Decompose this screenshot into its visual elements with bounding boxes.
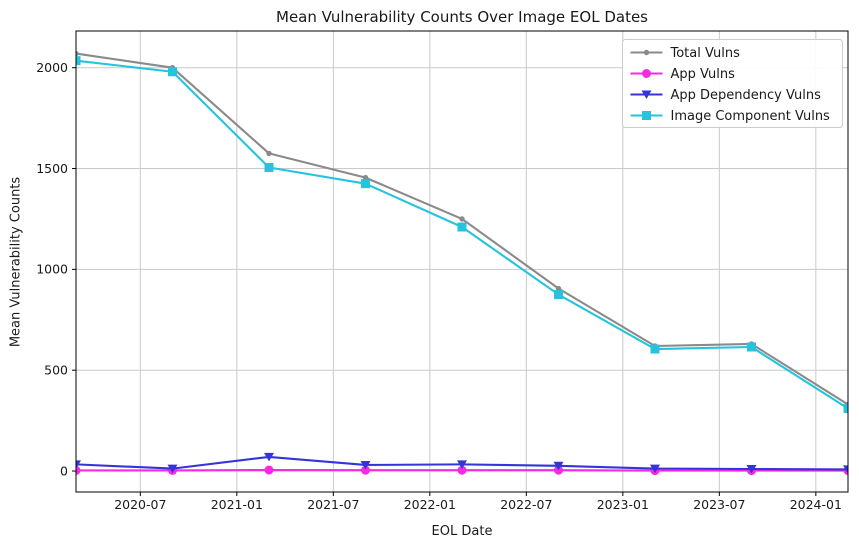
marker-circle-icon-legend-app-vulns [642,69,651,78]
marker-triangle-down-icon-legend-app-dependency-vulns [641,90,652,99]
y-tick-label: 1000 [36,262,68,277]
x-tick-label: 2023-01 [597,497,649,512]
marker-dot-icon-total-vulns [76,50,79,57]
y-tick-label: 2000 [36,60,68,75]
legend: Total Vulns App Vulns App Dependency Vulns… [622,39,843,128]
marker-triangle-down-icon-app-dependency-vulns [650,464,660,474]
x-tick-label: 2024-01 [790,497,842,512]
y-tick-label: 1500 [36,161,68,176]
marker-dot-icon-total-vulns [459,216,465,222]
series-image-component-vulns [76,56,848,414]
axes-box [75,30,849,493]
marker-square-icon-image-component-vulns [843,404,848,414]
x-tick-label: 2021-01 [211,497,263,512]
marker-square-icon-image-component-vulns [457,222,467,232]
legend-item-app-vulns: App Vulns [630,67,736,82]
x-tick-label: 2023-07 [693,497,745,512]
marker-square-icon-image-component-vulns [650,344,660,354]
marker-circle-icon-app-vulns [76,465,81,475]
marker-triangle-down-icon-app-dependency-vulns [167,464,178,474]
marker-square-icon-image-component-vulns [361,179,370,189]
x-tick-label: 2022-01 [404,497,456,512]
legend-label-app-dependency-vulns: App Dependency Vulns [671,88,822,103]
marker-circle-icon-app-vulns [361,465,370,475]
marker-triangle-down-icon-app-dependency-vulns [843,465,848,474]
legend-label-app-vulns: App Vulns [671,67,736,82]
marker-triangle-down-icon-app-dependency-vulns [360,460,371,470]
legend-label-image-component-vulns: Image Component Vulns [671,109,831,124]
x-tick-label: 2020-07 [114,497,166,512]
marker-circle-icon-app-vulns [264,465,274,475]
marker-square-icon-image-component-vulns [554,290,563,300]
marker-triangle-down-icon-app-dependency-vulns [76,460,81,469]
x-axis-label: EOL Date [431,524,493,539]
marker-triangle-down-icon-app-dependency-vulns [457,460,467,469]
legend-label-total-vulns: Total Vulns [670,46,741,61]
y-tick-label: 500 [44,362,68,377]
marker-square-icon-image-component-vulns [168,67,177,77]
marker-triangle-down-icon-app-dependency-vulns [264,452,274,462]
marker-square-icon-image-component-vulns [76,56,81,66]
x-tick-label: 2021-07 [307,497,359,512]
chart-title: Mean Vulnerability Counts Over Image EOL… [276,8,648,26]
x-tick-label: 2022-07 [500,497,552,512]
marker-dot-icon-total-vulns [362,174,369,181]
marker-square-icon-image-component-vulns [264,163,274,173]
series-app-vulns [76,465,848,476]
legend-box [622,39,843,128]
marker-dot-icon-total-vulns [266,150,272,157]
marker-triangle-down-icon-app-dependency-vulns [746,465,757,474]
marker-dot-icon-total-vulns [555,285,562,292]
legend-item-image-component-vulns: Image Component Vulns [630,109,831,124]
legend-item-total-vulns: Total Vulns [630,46,741,61]
marker-square-icon-image-component-vulns [747,342,756,352]
y-tick-label: 0 [60,463,68,478]
marker-dot-icon-legend-total-vulns [643,49,650,56]
marker-square-icon-legend-image-component-vulns [642,111,651,120]
legend-item-app-dependency-vulns: App Dependency Vulns [630,88,822,103]
marker-triangle-down-icon-app-dependency-vulns [553,461,564,471]
series-app-dependency-vulns [76,452,848,474]
marker-circle-icon-app-vulns [457,465,467,475]
